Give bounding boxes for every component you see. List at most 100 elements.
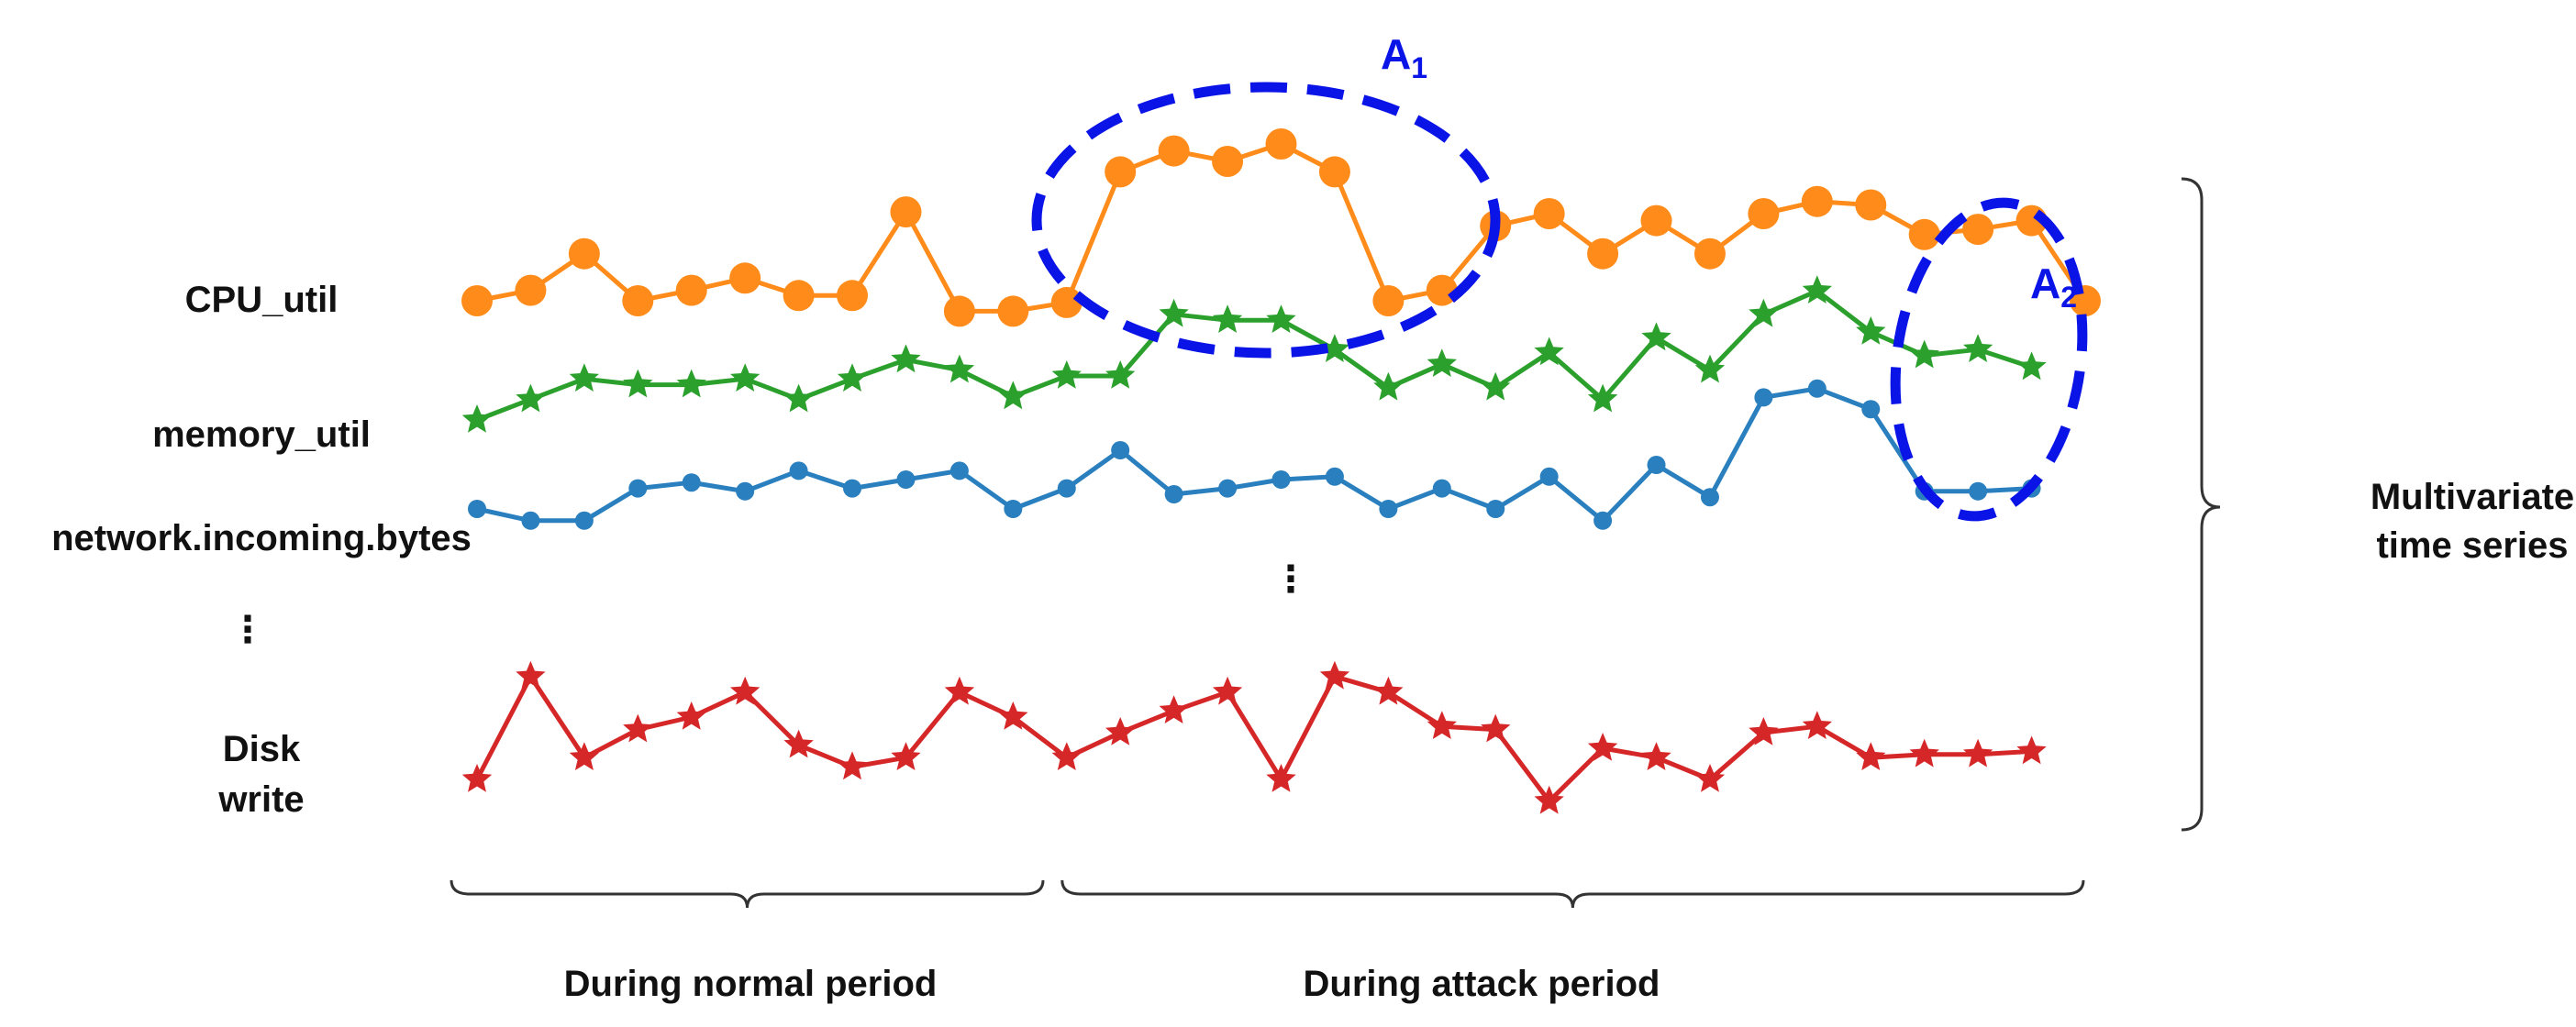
data-point xyxy=(1641,322,1671,351)
data-point xyxy=(1218,479,1238,498)
data-point xyxy=(468,500,486,518)
data-point xyxy=(1963,334,1993,362)
period-brace xyxy=(450,879,1045,909)
data-point xyxy=(1694,354,1726,383)
data-point xyxy=(837,280,869,312)
data-point xyxy=(1212,304,1243,333)
data-point xyxy=(1802,275,1832,304)
series-line-0 xyxy=(476,141,2088,314)
data-point xyxy=(1969,481,1988,501)
data-point xyxy=(1593,511,1613,530)
series-line-2 xyxy=(476,386,2032,524)
data-point xyxy=(1855,189,1887,221)
data-point xyxy=(730,363,761,392)
data-point xyxy=(1856,742,1886,770)
group-brace xyxy=(2181,177,2221,832)
data-point xyxy=(1587,383,1618,413)
data-point xyxy=(1481,713,1511,743)
data-point xyxy=(628,479,648,498)
data-point xyxy=(1754,388,1773,407)
data-point xyxy=(682,473,701,492)
data-point xyxy=(1057,479,1076,498)
data-point xyxy=(1486,500,1505,518)
data-point xyxy=(1318,156,1350,188)
data-point xyxy=(521,511,540,530)
data-point xyxy=(1111,441,1130,459)
data-point xyxy=(736,481,755,501)
data-point xyxy=(1372,285,1405,316)
data-point xyxy=(1647,456,1666,474)
period-brace xyxy=(1060,879,2085,909)
data-point xyxy=(730,676,761,705)
data-point xyxy=(1534,785,1564,814)
data-point xyxy=(997,295,1029,327)
data-point xyxy=(1432,479,1451,498)
data-point xyxy=(569,742,599,770)
data-point xyxy=(675,274,707,306)
data-point xyxy=(569,363,599,392)
series-label-disk: Disk write xyxy=(217,729,304,820)
data-point xyxy=(783,383,814,413)
data-point xyxy=(1481,371,1511,401)
period-layer: During normal period During attack period xyxy=(450,879,2085,1004)
data-point xyxy=(1963,738,1993,767)
series-label-cpu: CPU_util xyxy=(185,280,339,320)
data-point xyxy=(1050,286,1083,318)
data-point xyxy=(623,713,653,743)
data-point xyxy=(1319,334,1350,362)
anomaly-label-subscript: 2 xyxy=(2060,281,2077,314)
data-point xyxy=(515,274,547,306)
data-point xyxy=(1641,742,1671,770)
data-point xyxy=(2016,351,2047,381)
series-label-disk-line: Disk xyxy=(223,729,301,769)
anomaly-ellipse xyxy=(1890,197,2088,522)
data-point xyxy=(944,676,975,705)
data-point xyxy=(2016,735,2047,765)
data-point xyxy=(1325,467,1344,486)
data-point xyxy=(461,764,493,792)
data-point xyxy=(1587,733,1618,761)
data-point xyxy=(1265,128,1297,160)
series-0 xyxy=(461,128,2101,327)
data-point xyxy=(1164,485,1183,503)
group-label-line2: time series xyxy=(2376,525,2568,566)
data-point xyxy=(1962,214,1994,246)
data-point xyxy=(1266,304,1296,333)
series-label-ellipsis: ⋮ xyxy=(229,610,266,650)
data-point xyxy=(1587,237,1619,270)
data-point xyxy=(1105,717,1136,745)
data-point xyxy=(1534,337,1564,366)
data-point xyxy=(676,369,706,398)
data-point xyxy=(1159,298,1189,327)
data-point xyxy=(1105,156,1137,188)
series-label-memory: memory_util xyxy=(152,414,371,455)
data-point xyxy=(1159,695,1189,723)
data-point xyxy=(1105,360,1136,389)
series-2 xyxy=(468,379,2041,530)
data-point xyxy=(574,511,594,530)
data-point xyxy=(1266,764,1296,792)
data-point xyxy=(891,344,921,373)
series-layer xyxy=(461,128,2101,814)
anomaly-label-subscript: 1 xyxy=(1411,51,1427,84)
data-point xyxy=(783,729,814,758)
data-point xyxy=(1908,218,1940,250)
data-point xyxy=(998,381,1028,410)
data-point xyxy=(1158,135,1190,167)
data-point xyxy=(896,470,916,489)
data-point xyxy=(1533,198,1565,229)
series-3 xyxy=(461,660,2047,814)
data-point xyxy=(1909,738,1939,767)
series-labels: CPU_util memory_util network.incoming.by… xyxy=(51,280,472,820)
data-point xyxy=(1427,711,1457,739)
data-point xyxy=(1693,237,1726,270)
data-point xyxy=(622,285,654,316)
data-point xyxy=(568,237,600,270)
data-point xyxy=(1694,764,1726,792)
data-point xyxy=(837,363,868,392)
data-point xyxy=(1749,717,1779,745)
series-label-network: network.incoming.bytes xyxy=(51,518,472,558)
anomaly-label: A1 xyxy=(1381,30,1427,84)
